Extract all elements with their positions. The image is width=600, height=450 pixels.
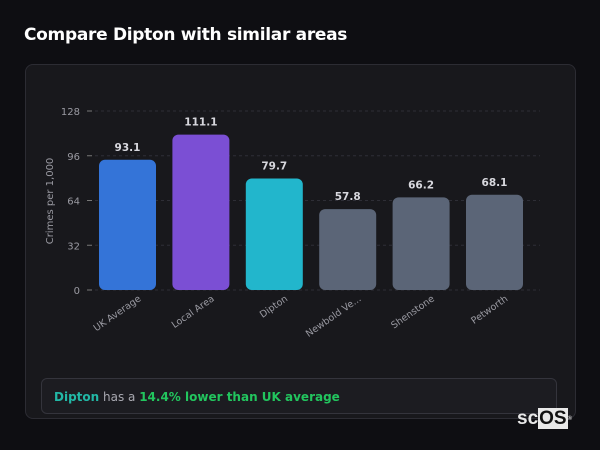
data-label: 93.1	[115, 142, 141, 154]
bar-uk-average	[99, 159, 156, 290]
data-label: 111.1	[184, 117, 217, 129]
y-tick-label: 64	[67, 197, 80, 208]
data-label: 66.2	[408, 179, 434, 191]
x-tick-label: UK Average	[92, 293, 144, 334]
y-axis-label: Crimes per 1,000	[45, 158, 56, 245]
data-label: 79.7	[261, 161, 287, 173]
logo-os: OS	[538, 408, 568, 429]
x-tick-label: Newbold Ve...	[304, 293, 363, 339]
summary-highlight: 14.4% lower than UK average	[139, 390, 340, 404]
summary-text: has a	[99, 390, 140, 404]
data-label: 68.1	[482, 177, 508, 189]
y-tick-label: 32	[67, 241, 80, 252]
logo-sc: sc	[517, 408, 539, 429]
comparison-summary: Dipton has a 14.4% lower than UK average	[41, 378, 557, 414]
x-tick-label: Petworth	[469, 293, 510, 326]
x-tick-label: Shenstone	[389, 293, 437, 331]
scos-logo: scOS®	[517, 408, 573, 429]
x-tick-label: Dipton	[258, 293, 290, 320]
x-tick-label: Local Area	[170, 293, 217, 330]
bar-local-area	[172, 134, 230, 290]
logo-mark: ®	[567, 416, 573, 422]
summary-place: Dipton	[54, 390, 100, 404]
page-title: Compare Dipton with similar areas	[24, 25, 348, 45]
bar-newbold-ve-	[319, 209, 377, 290]
bar-dipton	[245, 178, 303, 290]
y-tick-label: 96	[67, 152, 80, 163]
data-label: 57.8	[335, 191, 361, 203]
y-tick-label: 0	[74, 286, 80, 297]
bar-shenstone	[392, 197, 450, 290]
y-tick-label: 128	[61, 107, 80, 118]
bar-petworth	[466, 194, 523, 290]
